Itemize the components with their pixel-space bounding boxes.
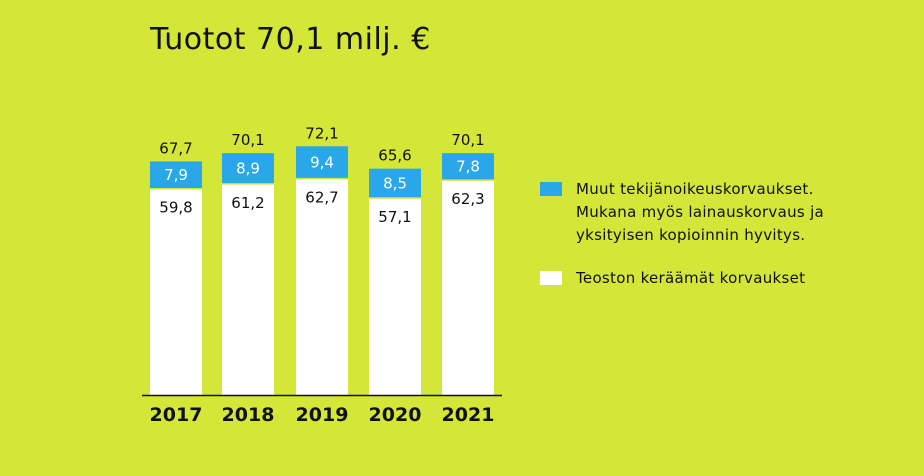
data-label-other-2019: 9,4	[310, 153, 334, 171]
data-label-teosto-2021: 62,3	[451, 190, 484, 208]
chart-title: Tuotot 70,1 milj. €	[150, 22, 431, 57]
bar-segment-teosto-2018	[222, 183, 274, 395]
legend-item-teosto-collected: Teoston keräämät korvaukset	[540, 267, 860, 290]
x-tick-label-2019: 2019	[296, 404, 349, 426]
data-label-teosto-2019: 62,7	[305, 189, 338, 207]
bar-segment-teosto-2019	[296, 178, 348, 395]
x-tick-label-2020: 2020	[369, 404, 422, 426]
data-label-other-2021: 7,8	[456, 158, 480, 176]
legend-label-other-royalties: Muut tekijänoikeuskorvaukset. Mukana myö…	[576, 180, 825, 244]
data-label-teosto-2018: 61,2	[231, 194, 264, 212]
legend-label-teosto-collected: Teoston keräämät korvaukset	[576, 269, 806, 287]
legend-item-other-royalties: Muut tekijänoikeuskorvaukset. Mukana myö…	[540, 178, 860, 247]
data-label-other-2017: 7,9	[164, 166, 188, 184]
bar-segment-teosto-2020	[369, 198, 421, 395]
bar-segment-other-2020	[369, 168, 421, 199]
bar-segment-other-2017	[150, 161, 202, 189]
data-label-other-2020: 8,5	[383, 174, 407, 192]
total-label-2020: 65,6	[378, 147, 411, 165]
data-label-teosto-2017: 59,8	[159, 199, 192, 217]
total-label-2019: 72,1	[305, 124, 338, 142]
legend-swatch-white	[540, 271, 562, 285]
legend: Muut tekijänoikeuskorvaukset. Mukana myö…	[540, 178, 860, 310]
total-label-2017: 67,7	[159, 139, 192, 157]
legend-swatch-blue	[540, 182, 562, 196]
bar-segment-other-2021	[442, 153, 494, 181]
x-tick-label-2017: 2017	[150, 404, 203, 426]
x-tick-label-2021: 2021	[442, 404, 495, 426]
bar-segment-teosto-2021	[442, 180, 494, 395]
bar-segment-teosto-2017	[150, 188, 202, 395]
total-label-2021: 70,1	[451, 131, 484, 149]
bar-segment-other-2019	[296, 146, 348, 179]
data-label-teosto-2020: 57,1	[378, 208, 411, 226]
total-label-2018: 70,1	[231, 131, 264, 149]
bar-segment-other-2018	[222, 153, 274, 184]
data-label-other-2018: 8,9	[236, 160, 260, 178]
x-tick-label-2018: 2018	[222, 404, 275, 426]
